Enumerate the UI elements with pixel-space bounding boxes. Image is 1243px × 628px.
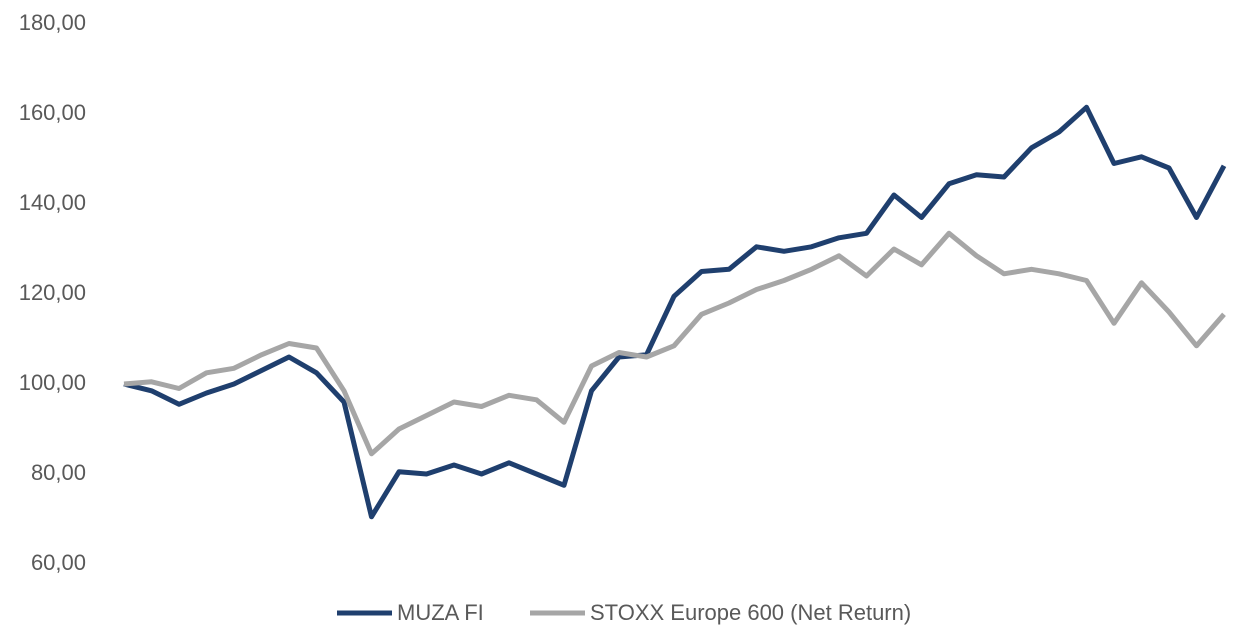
y-tick-label: 160,00 — [19, 100, 86, 125]
y-tick-label: 80,00 — [31, 460, 86, 485]
y-tick-label: 140,00 — [19, 190, 86, 215]
y-tick-label: 60,00 — [31, 550, 86, 575]
legend-label: STOXX Europe 600 (Net Return) — [590, 600, 911, 625]
legend-label: MUZA FI — [397, 600, 484, 625]
series-line — [123, 104, 1227, 520]
y-tick-label: 100,00 — [19, 370, 86, 395]
y-tick-label: 180,00 — [19, 10, 86, 35]
y-tick-label: 120,00 — [19, 280, 86, 305]
series-line — [123, 230, 1226, 457]
